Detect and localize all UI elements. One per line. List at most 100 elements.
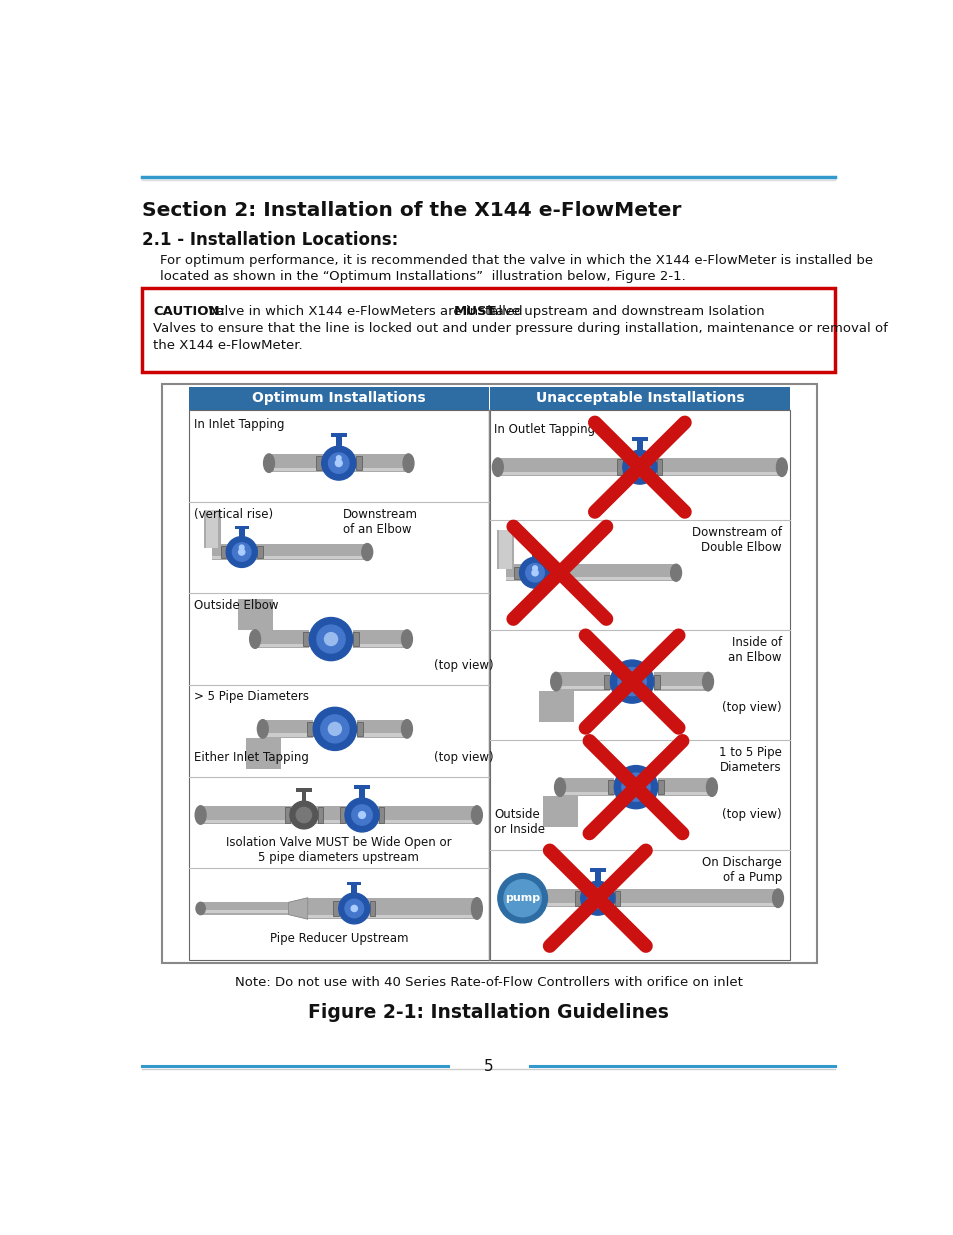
Circle shape (328, 722, 341, 735)
Text: > 5 Pipe Diameters: > 5 Pipe Diameters (193, 689, 309, 703)
Ellipse shape (195, 903, 205, 915)
Bar (636, 440, 642, 451)
Circle shape (345, 899, 363, 918)
Bar (189, 410, 488, 960)
Text: Optimum Installations: Optimum Installations (252, 391, 425, 405)
Bar (353, 643, 407, 647)
Circle shape (239, 545, 244, 550)
Bar (200, 910, 288, 913)
Circle shape (629, 457, 649, 478)
Circle shape (614, 766, 657, 809)
Bar (351, 884, 357, 893)
Bar (514, 567, 519, 579)
Bar (254, 643, 309, 647)
Circle shape (618, 668, 645, 695)
Circle shape (636, 464, 642, 471)
Text: located as shown in the “Optimum Installations”  illustration below, Figure 2-1.: located as shown in the “Optimum Install… (159, 270, 684, 283)
Bar (657, 781, 663, 794)
Circle shape (290, 802, 317, 829)
Ellipse shape (401, 720, 412, 739)
Circle shape (351, 905, 357, 911)
Text: In Inlet Tapping: In Inlet Tapping (193, 417, 284, 431)
Text: 5: 5 (483, 1060, 494, 1074)
Bar (308, 898, 476, 919)
Ellipse shape (702, 672, 713, 690)
Bar (575, 890, 580, 906)
Ellipse shape (401, 630, 412, 648)
Bar (358, 787, 365, 798)
Bar (262, 734, 313, 736)
Circle shape (338, 893, 370, 924)
Bar (212, 556, 367, 559)
Bar (200, 903, 288, 915)
Bar (657, 459, 661, 475)
Text: the X144 e-FlowMeter.: the X144 e-FlowMeter. (153, 340, 303, 352)
Polygon shape (288, 898, 308, 919)
Bar (246, 739, 280, 769)
Bar (237, 599, 273, 630)
Bar (498, 530, 511, 569)
Bar (206, 510, 218, 548)
Bar (353, 632, 358, 646)
Text: Figure 2-1: Installation Guidelines: Figure 2-1: Installation Guidelines (308, 1003, 669, 1021)
Bar (284, 808, 290, 823)
Bar (528, 547, 541, 550)
Bar (204, 510, 220, 548)
Circle shape (335, 459, 342, 467)
Bar (355, 456, 361, 471)
Circle shape (532, 569, 537, 576)
Circle shape (352, 805, 372, 825)
Bar (200, 805, 477, 824)
Circle shape (625, 676, 638, 688)
Bar (257, 546, 262, 558)
Circle shape (313, 708, 356, 751)
Circle shape (503, 879, 540, 916)
Circle shape (238, 548, 245, 555)
Text: Valves to ensure that the line is locked out and under pressure during installat: Valves to ensure that the line is locked… (153, 322, 887, 335)
Bar (559, 792, 614, 795)
Bar (559, 778, 614, 797)
Ellipse shape (706, 778, 717, 797)
Bar (653, 674, 659, 689)
Circle shape (226, 537, 257, 567)
Ellipse shape (492, 458, 503, 477)
Bar (550, 567, 556, 579)
Bar (142, 288, 835, 372)
Bar (594, 871, 600, 882)
Bar (335, 436, 341, 446)
Circle shape (594, 895, 600, 902)
Bar (354, 785, 370, 789)
Ellipse shape (257, 720, 268, 739)
Bar (490, 387, 789, 410)
Ellipse shape (195, 805, 206, 824)
Ellipse shape (263, 454, 274, 472)
Circle shape (610, 659, 653, 703)
Ellipse shape (554, 778, 565, 797)
Circle shape (629, 781, 641, 794)
Bar (254, 630, 309, 648)
Text: (top view): (top view) (721, 701, 781, 714)
Circle shape (621, 773, 649, 802)
Bar (238, 527, 245, 537)
Circle shape (497, 873, 547, 923)
Bar (308, 915, 476, 918)
Bar (200, 820, 477, 823)
Ellipse shape (250, 630, 260, 648)
Bar (356, 734, 407, 736)
Bar (657, 792, 711, 795)
Bar (505, 577, 676, 579)
Ellipse shape (670, 564, 680, 582)
Bar (307, 722, 313, 736)
Bar (607, 781, 614, 794)
Circle shape (345, 798, 378, 832)
Bar (234, 526, 249, 529)
Bar (632, 437, 647, 441)
Bar (189, 387, 488, 410)
Bar (370, 900, 375, 916)
Text: Section 2: Installation of the X144 e-FlowMeter: Section 2: Installation of the X144 e-Fl… (142, 200, 681, 220)
Ellipse shape (361, 543, 373, 561)
Circle shape (296, 808, 312, 823)
Text: In Outlet Tapping: In Outlet Tapping (494, 424, 595, 436)
Bar (269, 454, 338, 472)
Bar (542, 797, 578, 827)
